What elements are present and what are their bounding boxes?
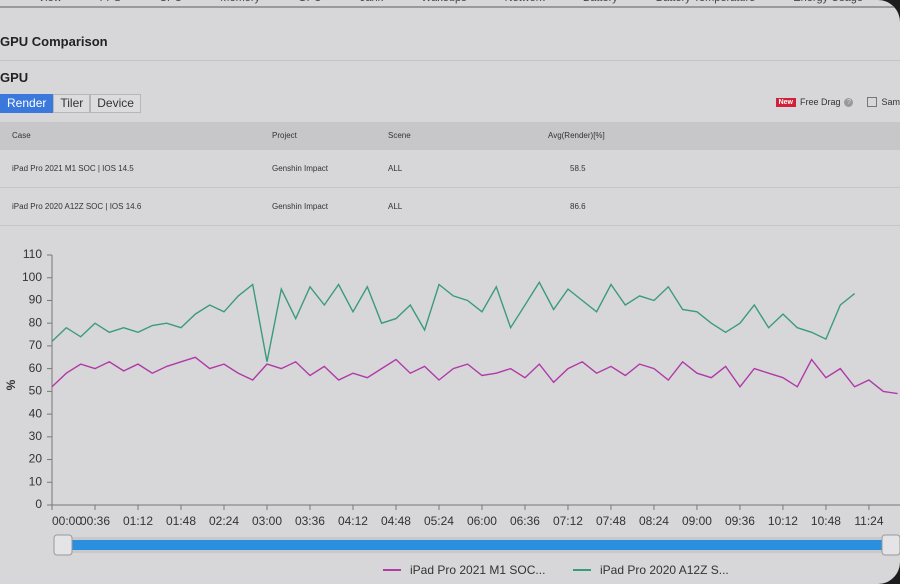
tab[interactable]: Render (0, 94, 54, 113)
x-tick-label: 07:48 (596, 514, 626, 528)
slider-handle[interactable] (881, 534, 900, 556)
y-tick-label: 60 (29, 361, 43, 375)
nav-item[interactable]: Energy Usage (793, 0, 863, 4)
series-line (51, 280, 856, 362)
column-header: Avg(Render)[%] (548, 131, 605, 140)
table-header: Case Project Scene Avg(Render)[%] (0, 122, 900, 150)
cell: ALL (388, 164, 403, 173)
cell: 86.6 (570, 202, 586, 211)
checkbox-label: Sam (881, 97, 900, 107)
x-tick-label: 08:24 (639, 514, 669, 528)
x-tick-label: 05:24 (424, 514, 454, 528)
cell: 58.5 (570, 164, 586, 173)
cell: iPad Pro 2020 A12Z SOC | IOS 14.6 (12, 202, 142, 211)
divider (0, 60, 900, 61)
free-drag[interactable]: Free Drag (799, 97, 841, 107)
x-tick-label: 03:00 (252, 514, 282, 528)
cell: Genshin Impact (272, 164, 329, 173)
x-tick-label: 04:48 (381, 514, 411, 528)
nav-item[interactable]: Battery (583, 0, 618, 4)
x-tick-label: 06:00 (467, 514, 497, 528)
nav-item[interactable]: FPS (100, 0, 121, 4)
y-tick-label: 30 (29, 429, 43, 443)
x-tick-label: 10:48 (811, 514, 841, 528)
column-header: Scene (388, 131, 411, 140)
y-tick-label: 100 (22, 270, 42, 284)
legend-label: iPad Pro 2021 M1 SOC... (410, 563, 545, 577)
checkbox[interactable] (867, 97, 878, 107)
nav-item[interactable]: GPU (298, 0, 322, 4)
y-tick-label: 90 (29, 293, 43, 307)
x-tick-label: 10:12 (768, 514, 798, 528)
nav-item[interactable]: Memory (220, 0, 260, 4)
x-tick-label: 02:24 (209, 514, 239, 528)
slider-range[interactable] (70, 540, 885, 550)
x-tick-label: 01:48 (166, 514, 196, 528)
cell: iPad Pro 2021 M1 SOC | IOS 14.5 (12, 164, 134, 173)
x-tick-label: 00:00 (52, 514, 82, 528)
nav-item[interactable]: Network (505, 0, 545, 4)
y-tick-label: 10 (29, 474, 43, 488)
tab[interactable]: Device (90, 94, 141, 113)
nav-item[interactable]: Wakeups (421, 0, 466, 4)
x-tick-label: 09:00 (682, 514, 712, 528)
nav-item[interactable]: Battery Temperature (656, 0, 755, 4)
nav-underline (0, 6, 900, 8)
cell: Genshin Impact (272, 202, 329, 211)
y-tick-label: 110 (23, 247, 42, 261)
x-tick-label: 04:12 (338, 514, 368, 528)
nav-bar: View FPS CPU Memory GPU Jank Wakeups Network Bat… (0, 0, 900, 6)
nav-item[interactable]: View (38, 0, 62, 4)
column-header: Project (272, 131, 297, 140)
section-title: GPU (0, 70, 29, 85)
slider-handle[interactable] (53, 534, 73, 556)
x-tick-label: 09:36 (725, 514, 755, 528)
table-row: iPad Pro 2021 M1 SOC | IOS 14.5 Genshin I… (0, 150, 900, 188)
x-tick-label: 11:24 (854, 514, 883, 528)
page-title: GPU Comparison (0, 34, 108, 49)
legend-label: iPad Pro 2020 A12Z S... (600, 563, 729, 577)
series-line (51, 356, 898, 395)
x-tick-label: 07:12 (553, 514, 583, 528)
y-axis-label: % (4, 379, 18, 390)
tabs: Render Tiler Device (0, 94, 141, 113)
y-tick-label: 50 (29, 384, 43, 398)
new-badge: New (775, 97, 796, 107)
help-icon[interactable]: ? (844, 97, 854, 107)
nav-item[interactable]: CPU (159, 0, 182, 4)
table: Case Project Scene Avg(Render)[%] iPad Pro 2… (0, 122, 900, 226)
cell: ALL (388, 202, 403, 211)
y-tick-label: 0 (35, 497, 42, 511)
x-tick-label: 03:36 (295, 514, 325, 528)
y-tick-label: 80 (29, 315, 43, 329)
y-tick-label: 70 (29, 338, 43, 352)
tab[interactable]: Tiler (53, 94, 91, 113)
x-tick-label: 00:36 (80, 514, 110, 528)
toolbar: New Free Drag ? Sam (775, 97, 900, 107)
column-header: Case (12, 131, 31, 140)
table-row: iPad Pro 2020 A12Z SOC | IOS 14.6 Genshin… (0, 188, 900, 226)
y-tick-label: 40 (29, 406, 43, 420)
x-tick-label: 01:12 (123, 514, 153, 528)
y-tick-label: 20 (29, 452, 43, 466)
x-tick-label: 06:36 (510, 514, 540, 528)
nav-item[interactable]: Jank (360, 0, 383, 4)
